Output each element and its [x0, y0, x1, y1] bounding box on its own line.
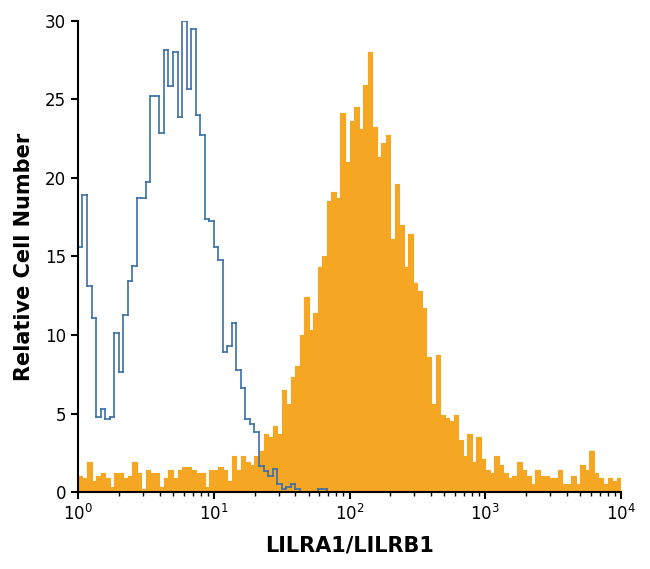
- X-axis label: LILRA1/LILRB1: LILRA1/LILRB1: [265, 535, 434, 555]
- Y-axis label: Relative Cell Number: Relative Cell Number: [14, 133, 34, 381]
